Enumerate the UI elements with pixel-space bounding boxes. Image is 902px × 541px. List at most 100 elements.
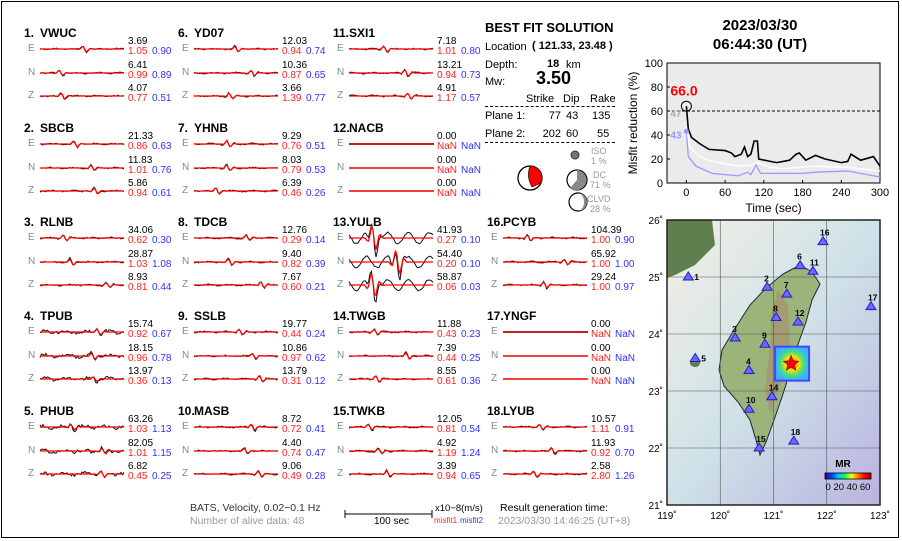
event-time: 06:44:30 (UT) bbox=[712, 36, 808, 53]
misfit1-value: 0.96 bbox=[128, 352, 148, 364]
component-label: E bbox=[182, 232, 189, 243]
misfit1-value: 0.79 bbox=[282, 164, 302, 176]
peak-amplitude: 58.87 bbox=[437, 272, 463, 283]
station-map-label: 14 bbox=[769, 383, 779, 393]
misfit2-value: 0.70 bbox=[615, 447, 635, 459]
peak-amplitude: 3.66 bbox=[282, 83, 302, 94]
synthetic-trace bbox=[40, 351, 124, 360]
station-name: PCYB bbox=[503, 215, 537, 229]
synthetic-trace bbox=[503, 258, 587, 265]
peak-amplitude: 9.06 bbox=[282, 461, 302, 472]
plane2-strike: 202 bbox=[542, 128, 561, 140]
synthetic-trace bbox=[349, 68, 433, 77]
station-map-label: 12 bbox=[795, 308, 805, 318]
clvd-percent: 28 % bbox=[590, 204, 611, 214]
misfit1-value: 0.86 bbox=[128, 141, 148, 152]
waveform-trace bbox=[39, 350, 125, 361]
waveform-trace bbox=[348, 92, 434, 100]
misfit1-value: 0.87 bbox=[282, 69, 302, 81]
peak-amplitude: 21.33 bbox=[128, 131, 154, 142]
waveform-trace bbox=[502, 258, 588, 266]
observed-trace bbox=[348, 251, 434, 280]
station-triangle-icon bbox=[729, 332, 742, 342]
synthetic-trace bbox=[349, 92, 433, 100]
depth-unit: km bbox=[566, 59, 581, 71]
misfit2-value: 0.91 bbox=[615, 424, 635, 435]
observed-trace bbox=[39, 375, 125, 384]
component-label: Z bbox=[28, 185, 35, 196]
alive-count: Number of alive data: 48 bbox=[190, 515, 305, 527]
misfit2-value: 0.73 bbox=[461, 69, 481, 81]
station-triangle-icon bbox=[792, 316, 804, 326]
misfit1-value: 1.05 bbox=[128, 46, 148, 57]
misfit1-value: NaN bbox=[437, 188, 458, 199]
misfit2-value: 0.10 bbox=[461, 258, 481, 270]
misfit2-value: 1.15 bbox=[152, 447, 172, 459]
table-divider bbox=[485, 142, 615, 143]
y-tick-label: 0 bbox=[657, 178, 663, 190]
component-label: N bbox=[337, 444, 345, 456]
peak-amplitude: 12.76 bbox=[282, 225, 308, 236]
component-label: Z bbox=[182, 279, 189, 290]
station-triangle-icon bbox=[753, 442, 766, 452]
depth-label: Depth: bbox=[485, 59, 518, 71]
lat-tick-label: 25˚ bbox=[649, 272, 663, 284]
waveform-trace bbox=[39, 470, 125, 479]
peak-amplitude: 6.82 bbox=[128, 461, 148, 472]
waveform-trace bbox=[193, 233, 279, 241]
station-number: 9. bbox=[178, 309, 189, 323]
plot-area bbox=[666, 62, 881, 184]
misfit-reduction-chart: 0 20 40 60 80 100 0 60 120 180 240 300 Time (sec) Mis… bbox=[626, 58, 889, 215]
series-white bbox=[685, 126, 881, 172]
station-number: 12. bbox=[333, 121, 350, 135]
observed-trace bbox=[39, 163, 125, 170]
component-label: E bbox=[28, 43, 35, 54]
misfit2-value: 0.61 bbox=[152, 188, 172, 199]
synthetic-trace bbox=[194, 281, 278, 289]
waveform-trace bbox=[193, 375, 279, 383]
peak-amplitude: 15.74 bbox=[128, 319, 154, 330]
observed-trace bbox=[39, 255, 125, 265]
peak-amplitude: 0.00 bbox=[437, 154, 457, 166]
waveform-trace bbox=[348, 269, 434, 304]
misfit1-value: 0.46 bbox=[282, 188, 302, 199]
peak-amplitude: 12.03 bbox=[282, 36, 308, 47]
peak-amplitude: 82.05 bbox=[128, 437, 154, 449]
component-label: E bbox=[337, 43, 344, 54]
component-label: Z bbox=[337, 185, 344, 196]
iso-icon bbox=[570, 150, 580, 160]
observed-trace bbox=[348, 269, 434, 304]
misfit2-value: 0.28 bbox=[306, 471, 326, 482]
synthetic-trace bbox=[194, 45, 278, 52]
station-number: 2. bbox=[24, 121, 35, 135]
misfit1-value: 0.44 bbox=[282, 329, 302, 340]
lon-tick-label: 120˚ bbox=[710, 510, 730, 522]
misfit2-value: 0.53 bbox=[306, 164, 326, 176]
component-label: Z bbox=[491, 373, 498, 384]
component-label: Z bbox=[491, 279, 498, 290]
x-tick-label: 240 bbox=[832, 187, 850, 199]
misfit1-value: 0.77 bbox=[128, 93, 148, 104]
misfit2-value: NaN bbox=[615, 329, 636, 340]
waveform-trace bbox=[193, 187, 279, 195]
unit-label: x10−8(m/s) bbox=[435, 503, 483, 514]
peak-amplitude: 0.00 bbox=[591, 319, 611, 330]
plane1-label: Plane 1: bbox=[485, 110, 526, 122]
peak-amplitude: 7.18 bbox=[437, 36, 457, 47]
station-number: 17. bbox=[487, 309, 504, 323]
misfit1-value: 0.45 bbox=[128, 471, 148, 482]
dc-icon bbox=[566, 169, 588, 191]
component-label: Z bbox=[28, 279, 35, 290]
waveform-trace bbox=[39, 186, 125, 195]
station-number: 8. bbox=[178, 215, 189, 229]
synthetic-trace bbox=[194, 352, 278, 359]
peak-amplitude: 10.57 bbox=[591, 414, 617, 425]
station-triangle-icon bbox=[794, 259, 807, 270]
component-label: Z bbox=[182, 90, 189, 101]
misfit2-value: 1.08 bbox=[152, 258, 172, 270]
station-triangle-icon bbox=[770, 311, 783, 321]
component-label: N bbox=[28, 66, 36, 78]
misfit2-value: 0.13 bbox=[152, 376, 172, 387]
mw-label: Mw: bbox=[485, 76, 506, 88]
synthetic-trace bbox=[349, 328, 433, 336]
